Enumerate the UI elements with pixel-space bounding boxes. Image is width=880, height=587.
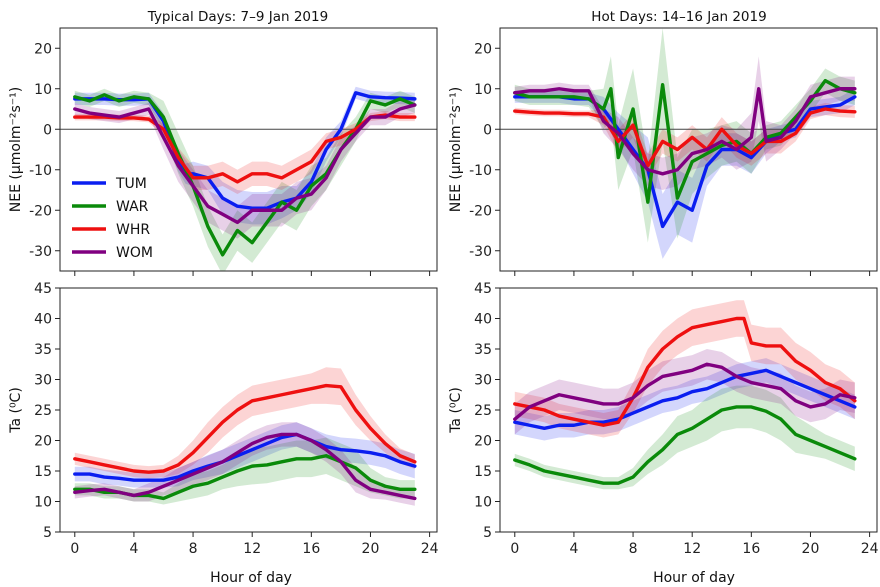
ytick-label: 30 <box>34 373 52 389</box>
xtick-label: 16 <box>742 541 760 557</box>
series-line-tum-c <box>73 432 417 482</box>
panel-ta-typical-days: 5 10 15 20 25 30 35 40 45 0 4 8 12 16 20 24 Ta (⁰C) <box>8 281 439 557</box>
series-line-wom-a <box>73 103 417 225</box>
ytick-label: 20 <box>474 434 492 450</box>
ytick-label: 45 <box>474 281 492 297</box>
xtick-label: 4 <box>129 541 138 557</box>
xtick-label: 12 <box>683 541 701 557</box>
series-line-war-b <box>513 78 857 204</box>
plot-area-a <box>60 86 437 271</box>
series-line-wom-c <box>73 432 417 501</box>
legend-label-tum: TUM <box>115 176 147 192</box>
ytick-label: 35 <box>34 342 52 358</box>
ylabel-b: NEE (μmolm⁻²s⁻¹) <box>448 87 464 212</box>
plot-area-b <box>500 28 877 259</box>
ylabel-d: Ta (⁰C) <box>448 387 464 434</box>
ytick-label: -30 <box>469 244 492 260</box>
xtick-label: 24 <box>421 541 439 557</box>
ytick-label: 25 <box>474 403 492 419</box>
ytick-label: -20 <box>29 203 52 219</box>
legend-label-whr: WHR <box>116 222 150 238</box>
ytick-label: 10 <box>34 82 52 98</box>
ytick-label: 5 <box>43 525 52 541</box>
band-whr-b <box>514 102 855 178</box>
band-tum-a <box>74 86 415 225</box>
series-line-war-a <box>73 93 417 257</box>
series-line-whr-d <box>513 316 857 427</box>
xtick-label: 4 <box>569 541 578 557</box>
series-line-wom-b <box>513 87 857 176</box>
series-line-whr-b <box>513 107 857 168</box>
band-wom-c <box>74 422 415 506</box>
ytick-label: 20 <box>474 41 492 57</box>
ytick-label: 40 <box>34 312 52 328</box>
panel-c-xlabel: Hour of day <box>210 570 292 586</box>
band-tum-b <box>514 88 855 259</box>
ytick-label: 20 <box>34 41 52 57</box>
xtick-label: 8 <box>629 541 638 557</box>
ylabel-a: NEE (μmolm⁻²s⁻¹) <box>8 87 24 212</box>
series-line-wom-d <box>513 362 857 421</box>
xtick-label: 8 <box>189 541 198 557</box>
ytick-label: 10 <box>474 495 492 511</box>
ytick-label: -10 <box>29 163 52 179</box>
ytick-label: 30 <box>474 373 492 389</box>
ytick-label: 5 <box>483 525 492 541</box>
series-line-tum-a <box>73 91 417 210</box>
ytick-label: -20 <box>469 203 492 219</box>
series-line-war-d <box>513 405 857 485</box>
ytick-label: 40 <box>474 312 492 328</box>
panel-nee-hot-days: -30 -20 -10 0 10 20 NEE (μmolm⁻²s⁻¹) <box>448 27 878 276</box>
ytick-label: 35 <box>474 342 492 358</box>
axes-frame-b <box>499 27 878 272</box>
ytick-label: -10 <box>469 163 492 179</box>
band-tum-c <box>74 422 415 488</box>
ytick-label: 15 <box>474 464 492 480</box>
ytick-label: 0 <box>483 122 492 138</box>
panel-a-title: Typical Days: 7–9 Jan 2019 <box>147 9 328 25</box>
ytick-label: 10 <box>34 495 52 511</box>
panel-ta-hot-days: 5 10 15 20 25 30 35 40 45 0 4 8 12 16 20 24 Ta (⁰C) <box>448 281 879 557</box>
ytick-label: -30 <box>29 244 52 260</box>
series-line-whr-a <box>73 113 417 184</box>
panel-nee-typical-days: -30 -20 -10 0 10 20 NEE (μmolm⁻²s⁻¹) <box>8 27 438 276</box>
series-line-tum-d <box>513 368 857 430</box>
band-whr-d <box>514 300 855 438</box>
legend-label-war: WAR <box>116 199 149 215</box>
plot-area-c <box>73 367 417 506</box>
legend-label-wom: WOM <box>116 245 153 261</box>
band-whr-c <box>74 367 415 479</box>
ytick-label: 45 <box>34 281 52 297</box>
series-line-whr-c <box>73 383 417 474</box>
band-wom-d <box>514 349 855 435</box>
band-tum-d <box>514 358 855 441</box>
xtick-label: 24 <box>861 541 879 557</box>
xtick-label: 16 <box>302 541 320 557</box>
xtick-label: 20 <box>362 541 380 557</box>
xtick-label: 20 <box>802 541 820 557</box>
ytick-label: 25 <box>34 403 52 419</box>
xtick-label: 0 <box>70 541 79 557</box>
xtick-label: 12 <box>243 541 261 557</box>
xtick-label: 0 <box>510 541 519 557</box>
panel-b-title: Hot Days: 14–16 Jan 2019 <box>591 9 766 25</box>
legend: TUM WAR WHR WOM <box>72 176 153 261</box>
ytick-label: 20 <box>34 434 52 450</box>
axes-frame-a <box>59 27 438 272</box>
ylabel-c: Ta (⁰C) <box>8 387 24 434</box>
band-war-b <box>514 28 855 243</box>
ytick-label: 15 <box>34 464 52 480</box>
band-wom-b <box>514 56 855 190</box>
panel-d-xlabel: Hour of day <box>653 570 735 586</box>
ytick-label: 0 <box>43 122 52 138</box>
plot-area-d <box>513 300 857 490</box>
ytick-label: 10 <box>474 82 492 98</box>
